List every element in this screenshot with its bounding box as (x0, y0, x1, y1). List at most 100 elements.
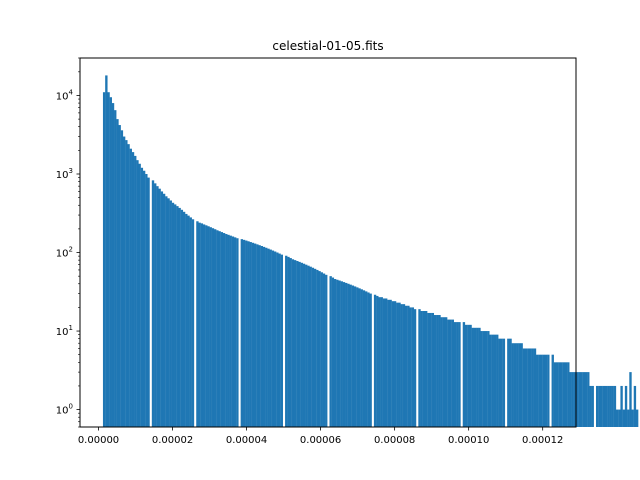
histogram-bar (207, 226, 210, 427)
histogram-bar (422, 311, 426, 427)
histogram-bar (127, 144, 130, 427)
histogram-bar (271, 250, 275, 427)
histogram-bar (560, 362, 563, 427)
histogram-bar (122, 136, 126, 427)
histogram-bar (478, 327, 481, 427)
histogram-bar (607, 385, 610, 427)
histogram-bar (338, 280, 341, 427)
histogram-bar (227, 234, 230, 427)
histogram-bar (220, 232, 224, 427)
histogram-bar (620, 385, 623, 427)
histogram-bar (411, 307, 415, 427)
histogram-bar (209, 227, 212, 427)
histogram-bar (576, 372, 579, 427)
histogram-bar (216, 230, 219, 427)
histogram-bar (400, 304, 403, 427)
histogram-bar (598, 385, 601, 427)
histogram-bar (329, 276, 332, 427)
histogram-bar (469, 324, 472, 427)
histogram-bar (556, 362, 559, 427)
histogram-bar (174, 204, 177, 427)
histogram-bar (162, 193, 166, 427)
histogram-bar (336, 279, 339, 427)
histogram-bar (633, 385, 637, 427)
histogram-bar (105, 75, 108, 428)
histogram-bar (520, 343, 523, 427)
histogram-bar (587, 372, 590, 427)
histogram-bar (178, 207, 181, 427)
histogram-bar (624, 385, 628, 427)
histogram-bar (160, 191, 164, 427)
histogram-bar (389, 299, 392, 427)
histogram-bar (569, 372, 572, 427)
histogram-bar (276, 252, 279, 427)
histogram-bar (567, 362, 570, 427)
histogram-bar (531, 348, 534, 427)
histogram-bar (345, 282, 348, 427)
histogram-bar (627, 409, 630, 427)
histogram-bar (185, 213, 188, 427)
histogram-bar (145, 174, 148, 427)
histogram-bar (251, 242, 255, 427)
histogram-bar (191, 219, 195, 427)
histogram-bars (102, 75, 639, 428)
histogram-bar (118, 125, 121, 428)
histogram-bar (471, 327, 474, 427)
histogram-bar (553, 362, 557, 427)
histogram-bar (551, 354, 554, 427)
histogram-bar (424, 311, 428, 427)
histogram-bar (142, 170, 146, 428)
histogram-bar (404, 305, 408, 427)
histogram-bar (522, 348, 526, 427)
histogram-bar (473, 327, 477, 427)
histogram-bar (427, 312, 430, 427)
histogram-bar (265, 247, 268, 427)
histogram-bar (245, 240, 248, 427)
histogram-bar (165, 196, 168, 427)
histogram-bar (409, 307, 412, 427)
histogram-bar (407, 305, 410, 427)
histogram-bar (247, 241, 250, 427)
histogram-bar (333, 279, 337, 427)
histogram-bar (584, 372, 588, 427)
histogram-bar (589, 385, 592, 427)
histogram-bar (413, 309, 417, 427)
histogram-bar (198, 222, 201, 427)
histogram-bar (380, 297, 383, 427)
histogram-bar (373, 294, 377, 427)
histogram-bar (116, 119, 119, 428)
histogram-bar (622, 409, 626, 427)
histogram-bar (558, 362, 561, 427)
histogram-bar (524, 348, 528, 427)
histogram-bar (536, 354, 539, 427)
histogram-bar (322, 273, 326, 427)
histogram-bar (158, 188, 161, 427)
histogram-bar (102, 92, 106, 427)
histogram-bar (340, 281, 343, 427)
histogram-bar (187, 215, 190, 427)
histogram-bar (618, 409, 621, 427)
histogram-bar (442, 317, 446, 427)
histogram-bar (609, 385, 612, 427)
histogram-bar (464, 324, 468, 427)
histogram-bar (311, 267, 315, 427)
histogram-bar (500, 338, 503, 427)
histogram-bar (591, 385, 594, 427)
histogram-bar (451, 319, 454, 427)
histogram-bar (120, 130, 124, 427)
histogram-bar (631, 409, 634, 427)
histogram-bar (107, 92, 110, 427)
chart-title: celestial-01-05.fits (272, 39, 383, 53)
histogram-bar (131, 152, 135, 428)
histogram-bar (362, 290, 366, 427)
histogram-bar (202, 224, 206, 427)
histogram-bar (582, 372, 586, 427)
x-axis-ticks: 0.00000 0.00002 0.00004 0.00006 0.00008 0.000… (78, 427, 563, 446)
histogram-bar (476, 327, 479, 427)
histogram-bar (305, 264, 308, 427)
histogram-bar (540, 354, 543, 427)
histogram-bar (529, 348, 532, 427)
histogram-bar (393, 301, 397, 427)
histogram-bar (573, 372, 577, 427)
histogram-bar (365, 291, 368, 427)
